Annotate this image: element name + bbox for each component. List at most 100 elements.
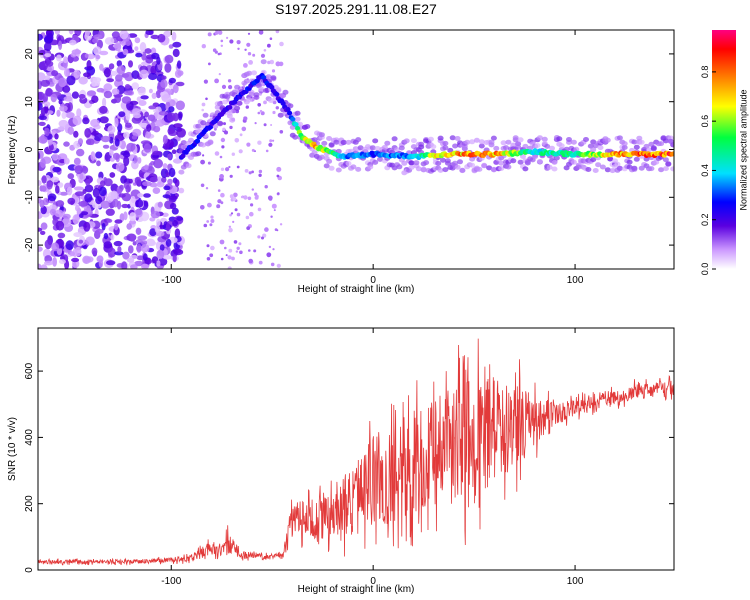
speckle-dot	[240, 195, 244, 199]
noise-blob	[99, 116, 109, 124]
noise-blob	[67, 126, 75, 135]
ridge-halo	[592, 168, 599, 173]
speckle-dot	[266, 252, 272, 258]
noise-blob	[38, 152, 41, 160]
noise-blob	[134, 46, 139, 51]
ridge-halo	[638, 139, 645, 145]
ridge-halo	[505, 139, 512, 145]
ridge-halo	[408, 165, 415, 170]
noise-blob	[167, 178, 173, 185]
noise-blob	[143, 143, 152, 153]
speckle-dot	[248, 258, 253, 264]
noise-blob	[149, 176, 158, 183]
noise-blob	[66, 186, 73, 196]
noise-blob	[95, 151, 103, 159]
speckle-dot	[228, 227, 233, 233]
noise-blob	[69, 39, 77, 46]
noise-blob	[46, 110, 54, 115]
noise-blob	[103, 232, 109, 240]
noise-blob	[116, 60, 123, 67]
ridge-halo	[490, 135, 497, 141]
noise-blob	[150, 34, 160, 40]
ridge-halo	[248, 91, 255, 97]
noise-blob	[162, 254, 172, 260]
ridge-halo	[583, 137, 589, 142]
speckle-dot	[228, 225, 232, 228]
speckle-dot	[202, 154, 205, 157]
ridge-halo	[575, 164, 582, 170]
ridge-halo	[420, 166, 427, 172]
noise-blob	[67, 173, 75, 180]
noise-blob	[74, 165, 84, 175]
noise-blob	[49, 208, 56, 216]
ridge-halo	[292, 134, 299, 140]
ridge-halo	[401, 160, 408, 166]
noise-blob	[103, 67, 111, 78]
noise-blob	[38, 135, 48, 144]
colorbar-tick-label: 0.4	[700, 164, 710, 177]
speckle-dot	[252, 53, 256, 57]
ridge-halo	[469, 139, 476, 145]
speckle-dot	[239, 250, 243, 255]
noise-blob	[73, 232, 83, 238]
colorbar-label: Normalized spectral amplitude	[738, 89, 748, 210]
noise-blob	[38, 101, 41, 111]
ridge-cell	[194, 138, 201, 144]
noise-blob	[78, 76, 88, 85]
noise-blob	[137, 157, 142, 164]
noise-blob	[173, 249, 184, 256]
snr-ytick-label: 400	[24, 429, 35, 446]
speckle-dot	[251, 188, 254, 191]
noise-blob	[100, 180, 106, 187]
noise-blob	[156, 218, 161, 227]
speckle-dot	[279, 130, 284, 134]
speckle-dot	[218, 73, 221, 76]
speckle-dot	[206, 257, 211, 261]
ridge-halo	[626, 159, 633, 165]
speckle-dot	[228, 85, 233, 90]
snr-xtick-label: 0	[370, 576, 376, 587]
speckle-dot	[220, 257, 224, 261]
noise-blob	[65, 112, 75, 119]
noise-blob	[147, 114, 156, 122]
speckle-dot	[217, 30, 223, 35]
ridge-halo	[476, 166, 483, 172]
noise-blob	[106, 218, 113, 223]
ridge-halo	[367, 164, 374, 170]
speckle-dot	[251, 170, 255, 174]
speckle-dot	[239, 133, 243, 137]
noise-blob	[63, 141, 70, 147]
speckle-dot	[226, 36, 229, 40]
noise-blob	[131, 82, 139, 90]
speckle-dot	[258, 169, 263, 174]
noise-blob	[152, 150, 162, 156]
speckle-dot	[269, 37, 273, 40]
noise-blob	[85, 236, 95, 246]
ridge-halo	[534, 143, 541, 148]
ridge-halo	[195, 123, 202, 129]
noise-blob	[131, 160, 139, 170]
noise-blob	[45, 60, 54, 67]
noise-blob	[63, 157, 70, 165]
noise-blob	[107, 247, 116, 258]
noise-blob	[66, 75, 76, 86]
speckle-dot	[275, 106, 279, 110]
ridge-halo	[263, 88, 270, 93]
speckle-dot	[236, 212, 241, 217]
ridge-halo	[391, 136, 398, 142]
noise-blob	[109, 149, 114, 157]
ridge-halo	[277, 112, 284, 118]
ridge-halo	[350, 164, 357, 170]
ridge-halo	[246, 70, 253, 76]
noise-blob	[163, 185, 171, 191]
speckle-dot	[209, 253, 214, 258]
ridge-cell	[227, 105, 233, 110]
noise-blob	[58, 119, 69, 128]
spectrogram-ytick-label: -10	[24, 190, 35, 205]
ridge-halo	[609, 168, 616, 174]
noise-blob	[95, 196, 103, 205]
ridge-halo	[442, 145, 449, 151]
noise-blob	[142, 181, 152, 187]
speckle-dot	[219, 155, 223, 159]
noise-blob	[139, 69, 149, 79]
